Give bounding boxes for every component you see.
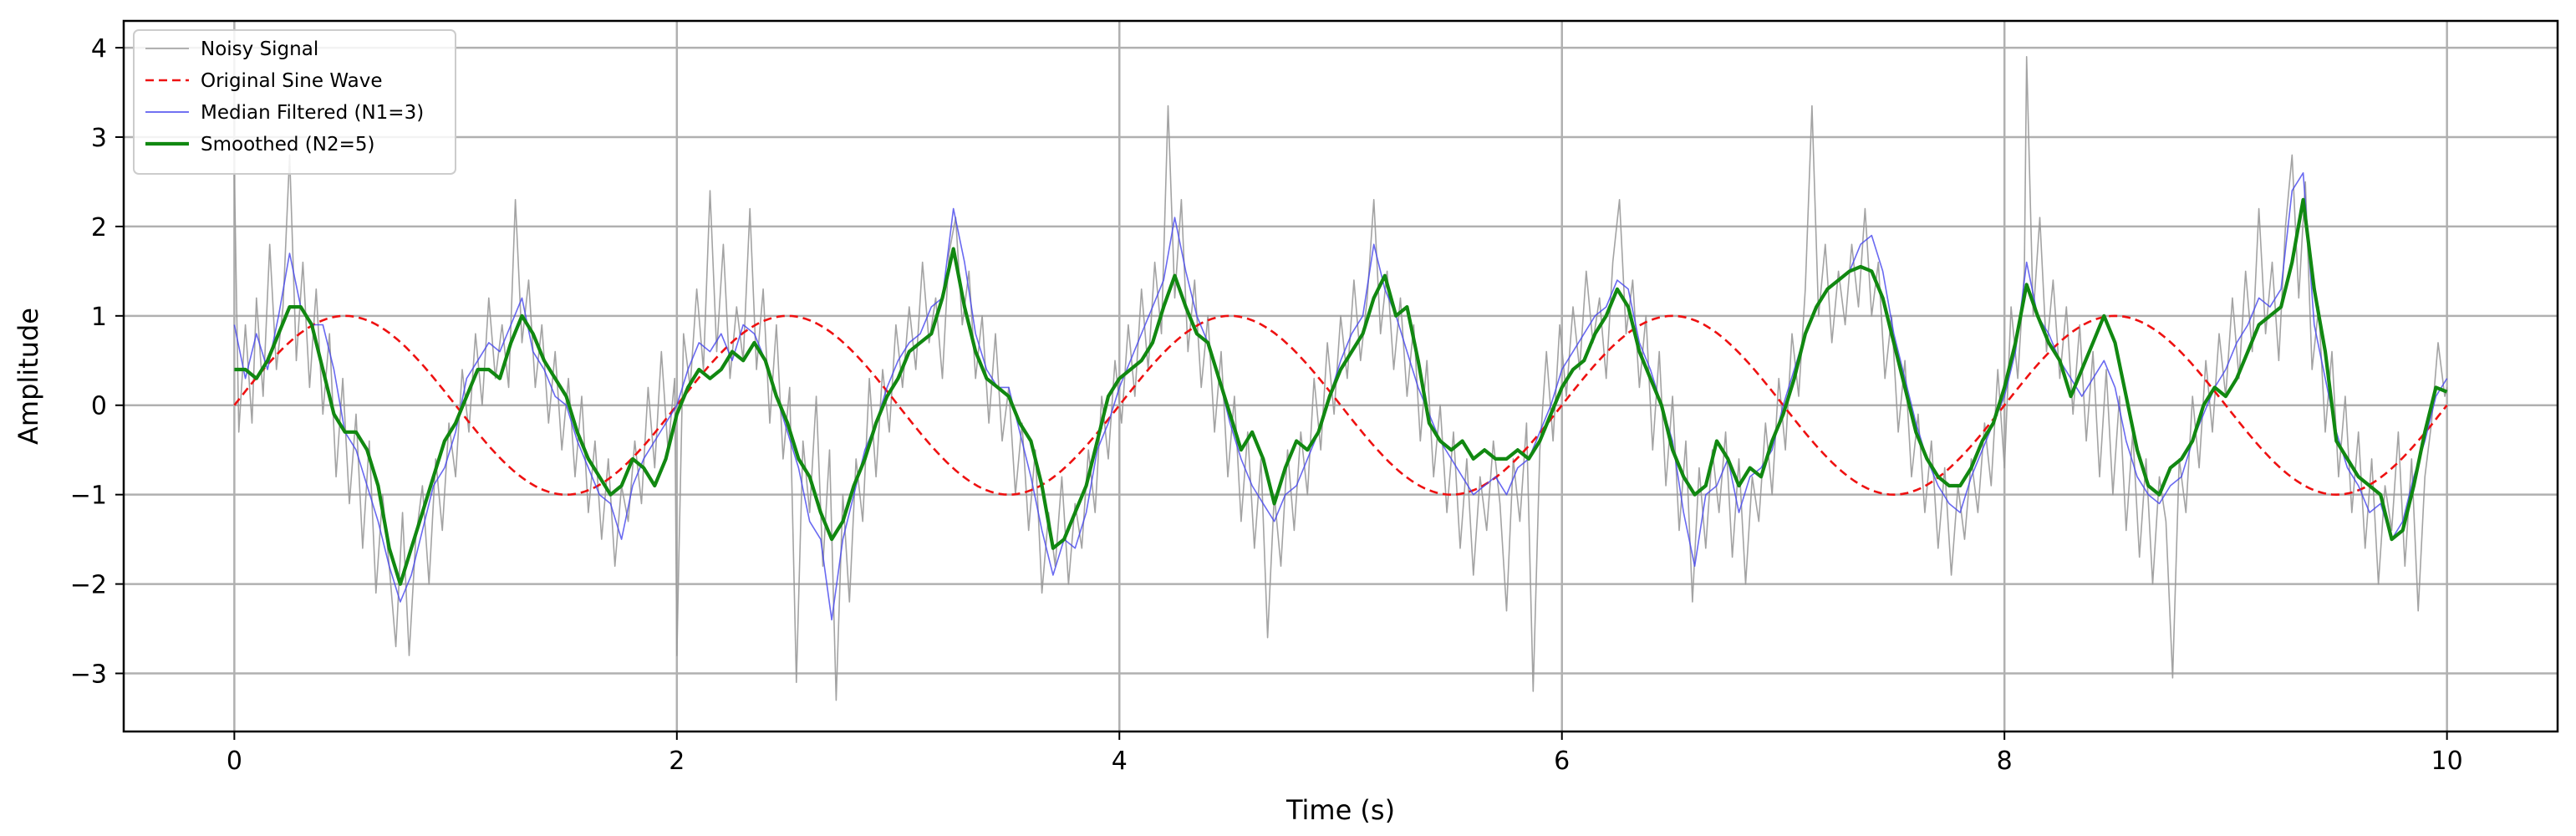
legend: Noisy Signal Original Sine Wave Median Fil… [133, 29, 456, 175]
y-tick-label: 0 [91, 392, 107, 421]
y-tick-label: 2 [91, 213, 107, 242]
y-axis-ticks: −3 −2 −1 0 1 2 3 4 [70, 34, 124, 690]
series-line-original-sine-wave [233, 314, 2448, 496]
series-line-smoothed-n2-5 [234, 197, 2448, 586]
x-tick-label: 2 [669, 747, 685, 776]
legend-label-median-filtered-n1-3: Median Filtered (N1=3) [201, 102, 424, 124]
series-layer [233, 56, 2448, 701]
legend-label-noisy-signal: Noisy Signal [201, 38, 318, 60]
x-tick-label: 10 [2431, 747, 2463, 776]
x-tick-label: 4 [1112, 747, 1128, 776]
y-tick-label: 1 [91, 303, 107, 332]
x-tick-label: 0 [227, 747, 242, 776]
legend-label-original-sine-wave: Original Sine Wave [201, 70, 382, 92]
series-line-noisy-signal [233, 56, 2448, 701]
y-axis-label: Amplitude [13, 308, 44, 445]
x-axis-ticks: 0 2 4 6 8 10 [227, 732, 2463, 776]
x-tick-label: 6 [1554, 747, 1570, 776]
y-tick-label: 4 [91, 34, 107, 64]
x-axis-label: Time (s) [1285, 794, 1395, 826]
x-tick-label: 8 [1997, 747, 2013, 776]
legend-label-smoothed-n2-5: Smoothed (N2=5) [201, 134, 375, 155]
legend-box [133, 29, 456, 175]
plot-frame [122, 19, 2559, 733]
y-tick-label: −2 [70, 571, 107, 600]
y-tick-label: 3 [91, 124, 107, 153]
y-tick-label: −3 [70, 660, 107, 690]
y-tick-label: −1 [70, 482, 107, 511]
series-line-median-filtered-n1-3 [233, 172, 2448, 621]
